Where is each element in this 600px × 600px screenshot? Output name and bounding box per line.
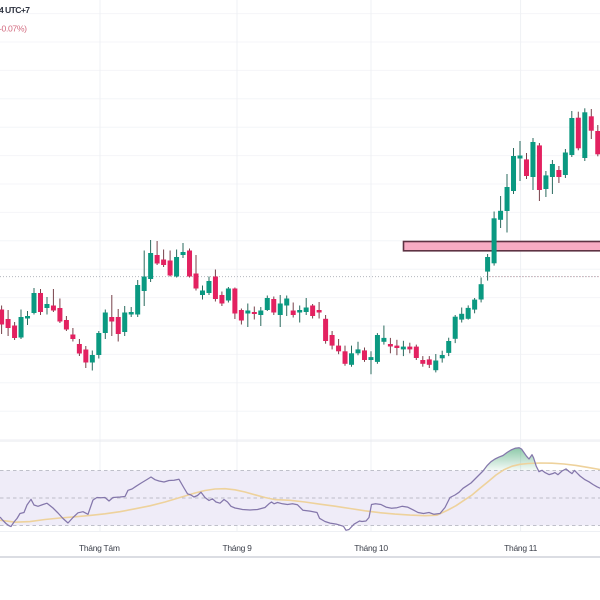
svg-text:4 UTC+7: 4 UTC+7 [0, 5, 30, 15]
svg-text:-0.07%): -0.07%) [0, 24, 27, 34]
svg-text:Tháng 10: Tháng 10 [354, 543, 388, 553]
svg-text:Tháng 11: Tháng 11 [504, 543, 537, 553]
svg-text:Tháng Tám: Tháng Tám [79, 543, 120, 553]
svg-text:Tháng 9: Tháng 9 [222, 543, 252, 553]
